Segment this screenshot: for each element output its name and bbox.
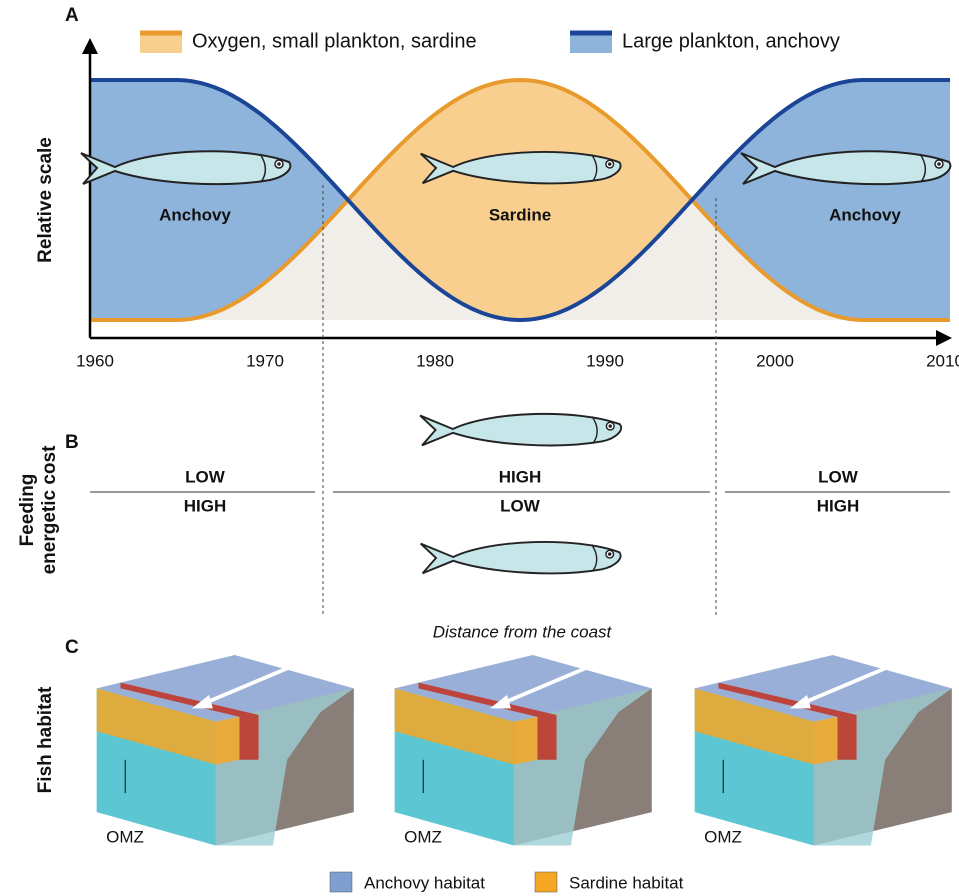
cost-label: HIGH (499, 467, 542, 486)
cost-label: HIGH (184, 496, 227, 515)
x-tick-label: 1980 (416, 351, 454, 370)
omz-label: OMZ (404, 827, 442, 846)
x-tick-label: 1970 (246, 351, 284, 370)
fish-icon (419, 412, 623, 447)
legend-label: Large plankton, anchovy (622, 30, 840, 52)
cost-label: HIGH (817, 496, 860, 515)
cost-label: LOW (500, 496, 541, 515)
omz-label: OMZ (106, 827, 144, 846)
habitat-block (692, 655, 954, 848)
y-axis-label: Feeding (17, 474, 38, 547)
habitat-block (94, 655, 356, 848)
legend-label: Oxygen, small plankton, sardine (192, 30, 477, 52)
sardine-curve (90, 77, 950, 322)
fish-icon (419, 540, 622, 575)
x-tick-label: 2000 (756, 351, 794, 370)
y-axis-label: Fish habitat (35, 686, 56, 793)
legend-label: Sardine habitat (569, 873, 684, 892)
axis-arrow (936, 330, 952, 346)
caption: Distance from the coast (433, 622, 613, 641)
anchovy-curve (90, 78, 950, 323)
axis-arrow (82, 38, 98, 54)
x-tick-label: 2010 (926, 351, 959, 370)
panel-label: B (65, 432, 79, 453)
y-axis-label: Relative scale (35, 137, 56, 263)
x-tick-label: 1960 (76, 351, 114, 370)
y-axis-label: energetic cost (39, 445, 60, 574)
legend-label: Anchovy habitat (364, 873, 485, 892)
panel-label: C (65, 637, 79, 658)
region-label: Anchovy (829, 205, 901, 224)
panel-label: A (65, 5, 79, 26)
cost-label: LOW (818, 467, 859, 486)
cost-label: LOW (185, 467, 226, 486)
omz-label: OMZ (704, 827, 742, 846)
base-area (90, 200, 950, 320)
legend-swatch (140, 33, 182, 53)
region-label: Sardine (489, 205, 551, 224)
legend-swatch (534, 871, 558, 893)
x-tick-label: 1990 (586, 351, 624, 370)
legend-swatch (570, 33, 612, 53)
habitat-block (392, 655, 654, 848)
plot-area (90, 77, 950, 323)
legend-swatch (329, 871, 353, 893)
legend: Oxygen, small plankton, sardine Large pla… (140, 30, 840, 892)
region-label: Anchovy (159, 205, 231, 224)
